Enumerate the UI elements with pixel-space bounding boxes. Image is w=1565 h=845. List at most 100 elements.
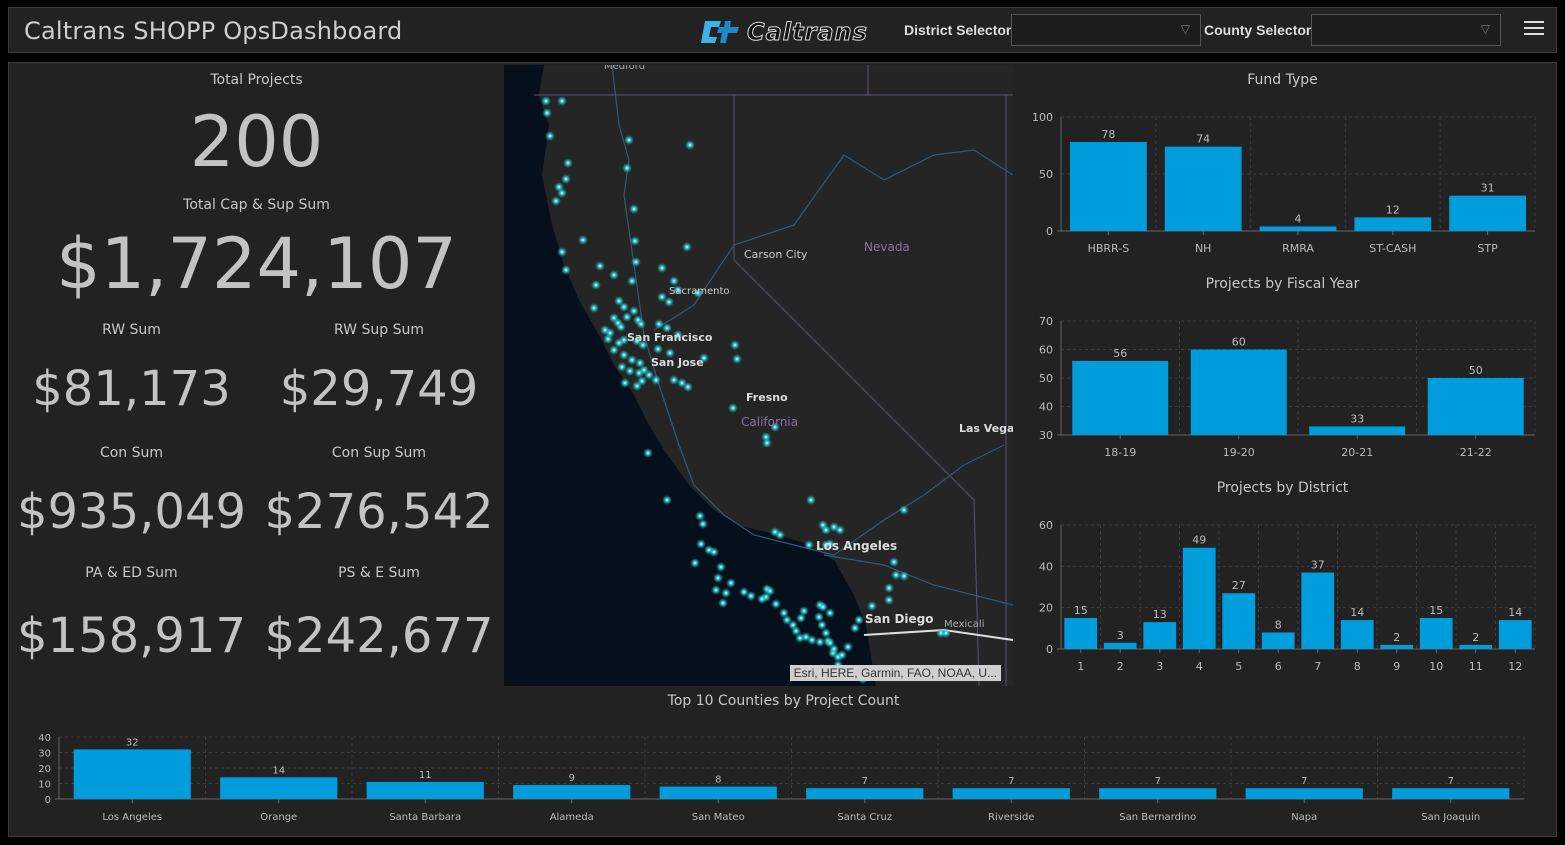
project-point[interactable]: [685, 140, 695, 150]
bar-santa-barbara[interactable]: [366, 781, 484, 799]
bar-7[interactable]: [1301, 572, 1335, 649]
project-point[interactable]: [762, 438, 772, 448]
project-point[interactable]: [884, 583, 894, 593]
project-point[interactable]: [850, 623, 860, 633]
project-point[interactable]: [693, 288, 703, 298]
bar-19-20[interactable]: [1190, 349, 1287, 436]
project-point[interactable]: [614, 338, 624, 348]
project-point[interactable]: [634, 368, 644, 378]
project-point[interactable]: [775, 530, 785, 540]
bar-riverside[interactable]: [952, 788, 1070, 799]
project-point[interactable]: [625, 366, 635, 376]
project-point[interactable]: [662, 495, 672, 505]
bar-san-bernardino[interactable]: [1099, 788, 1217, 799]
project-point[interactable]: [835, 525, 845, 535]
map-attribution[interactable]: Esri, HERE, Garmin, FAO, NOAA, U...: [789, 665, 1001, 681]
project-point[interactable]: [829, 644, 839, 654]
project-point[interactable]: [638, 340, 648, 350]
bar-11[interactable]: [1459, 644, 1493, 649]
project-point[interactable]: [673, 285, 683, 295]
hamburger-menu-icon[interactable]: [1524, 18, 1544, 38]
project-point[interactable]: [609, 345, 619, 355]
project-point[interactable]: [690, 558, 700, 568]
project-point[interactable]: [651, 375, 661, 385]
project-point[interactable]: [682, 242, 692, 252]
project-point[interactable]: [867, 601, 877, 611]
project-point[interactable]: [711, 585, 721, 595]
project-point[interactable]: [609, 270, 619, 280]
project-point[interactable]: [721, 588, 731, 598]
project-point[interactable]: [799, 606, 809, 616]
project-point[interactable]: [709, 547, 719, 557]
bar-21-22[interactable]: [1427, 378, 1524, 435]
bar-st-cash[interactable]: [1354, 217, 1432, 231]
project-point[interactable]: [653, 344, 663, 354]
project-point[interactable]: [732, 354, 742, 364]
project-point[interactable]: [545, 131, 555, 141]
project-point[interactable]: [806, 495, 816, 505]
bar-santa-cruz[interactable]: [806, 788, 924, 799]
project-point[interactable]: [622, 163, 632, 173]
project-point[interactable]: [821, 628, 831, 638]
project-point[interactable]: [815, 637, 825, 647]
bar-hbrr-s[interactable]: [1070, 142, 1147, 231]
project-point[interactable]: [814, 612, 824, 622]
project-point[interactable]: [669, 375, 679, 385]
project-point[interactable]: [627, 276, 637, 286]
project-point[interactable]: [683, 382, 693, 392]
project-point[interactable]: [629, 204, 639, 214]
project-point[interactable]: [843, 642, 853, 652]
project-point[interactable]: [557, 96, 567, 106]
bar-los-angeles[interactable]: [73, 749, 191, 799]
bar-9[interactable]: [1380, 644, 1414, 649]
project-point[interactable]: [713, 573, 723, 583]
project-point[interactable]: [620, 378, 630, 388]
bar-alameda[interactable]: [513, 785, 631, 799]
project-point[interactable]: [884, 595, 894, 605]
project-point[interactable]: [629, 306, 639, 316]
project-point[interactable]: [730, 340, 740, 350]
project-point[interactable]: [541, 96, 551, 106]
bar-stp[interactable]: [1449, 195, 1526, 231]
project-point[interactable]: [662, 323, 672, 333]
district-selector[interactable]: ▽: [1011, 14, 1201, 46]
project-point[interactable]: [817, 620, 827, 630]
project-point[interactable]: [771, 599, 781, 609]
project-point[interactable]: [654, 319, 664, 329]
project-point[interactable]: [619, 302, 629, 312]
project-point[interactable]: [889, 557, 899, 567]
project-point[interactable]: [891, 570, 901, 580]
project-point[interactable]: [818, 602, 828, 612]
bar-3[interactable]: [1143, 622, 1177, 649]
bar-rmra[interactable]: [1259, 226, 1337, 231]
project-point[interactable]: [854, 615, 864, 625]
project-point[interactable]: [551, 196, 561, 206]
project-point[interactable]: [636, 319, 646, 329]
project-point[interactable]: [746, 591, 756, 601]
bar-2[interactable]: [1103, 642, 1137, 649]
project-point[interactable]: [695, 511, 705, 521]
project-point[interactable]: [669, 276, 679, 286]
project-point[interactable]: [557, 188, 567, 198]
project-point[interactable]: [622, 312, 632, 322]
county-selector[interactable]: ▽: [1311, 14, 1501, 46]
project-point[interactable]: [563, 158, 573, 168]
bar-5[interactable]: [1222, 593, 1256, 649]
project-point[interactable]: [807, 635, 817, 645]
project-point[interactable]: [591, 280, 601, 290]
project-point[interactable]: [595, 261, 605, 271]
bar-1[interactable]: [1064, 618, 1098, 649]
bar-4[interactable]: [1182, 547, 1216, 649]
project-point[interactable]: [770, 422, 780, 432]
map-canvas[interactable]: Medford Carson City Nevada Sacramento San Fr…: [504, 65, 1013, 686]
project-point[interactable]: [589, 303, 599, 313]
project-point[interactable]: [825, 608, 835, 618]
bar-orange[interactable]: [220, 777, 338, 799]
project-point[interactable]: [664, 297, 674, 307]
project-point[interactable]: [665, 348, 675, 358]
project-point[interactable]: [821, 525, 831, 535]
project-point[interactable]: [726, 578, 736, 588]
project-point[interactable]: [699, 353, 709, 363]
bar-san-joaquin[interactable]: [1392, 788, 1510, 799]
bar-10[interactable]: [1419, 618, 1453, 649]
